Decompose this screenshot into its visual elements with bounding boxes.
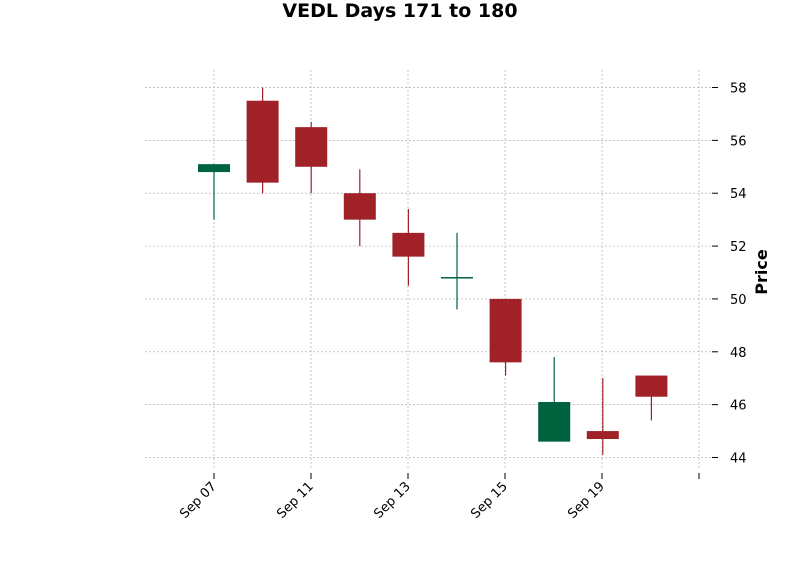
candle-body [635, 375, 668, 397]
y-tick-label: 56 [730, 134, 747, 149]
x-tick-label: Sep 15 [468, 479, 511, 522]
y-tick-label: 50 [730, 293, 747, 308]
y-tick-label: 44 [730, 452, 747, 467]
candle-body [392, 232, 425, 257]
candle-body [441, 277, 473, 279]
candle-body [586, 431, 619, 439]
candle [392, 209, 425, 286]
candle [635, 375, 668, 421]
y-tick-label: 54 [730, 187, 747, 202]
candle-body [198, 164, 230, 173]
x-tick-label: Sep 11 [274, 479, 317, 522]
candle [343, 169, 376, 247]
candle-body [295, 127, 328, 167]
y-tick-label: 58 [730, 82, 747, 97]
y-tick-label: 52 [730, 240, 747, 255]
y-tick-label: 48 [730, 346, 747, 361]
candle [538, 357, 571, 442]
candle [246, 87, 279, 194]
candle-body [538, 402, 571, 442]
x-tick-label: Sep 13 [371, 479, 414, 522]
candle [441, 232, 473, 310]
candle-body [343, 193, 376, 220]
candle [198, 164, 230, 220]
x-tick-label: Sep 07 [177, 479, 220, 522]
candle-body [246, 100, 279, 183]
y-axis-label: Price [752, 249, 771, 295]
candle-layer [198, 87, 668, 455]
candle [586, 378, 619, 455]
candle [295, 121, 328, 194]
candle-body [489, 298, 522, 363]
y-tick-label: 46 [730, 399, 747, 414]
candle [489, 298, 522, 376]
x-tick-label: Sep 19 [565, 479, 608, 522]
grid-layer [145, 70, 712, 470]
chart-title: VEDL Days 171 to 180 [282, 0, 518, 22]
